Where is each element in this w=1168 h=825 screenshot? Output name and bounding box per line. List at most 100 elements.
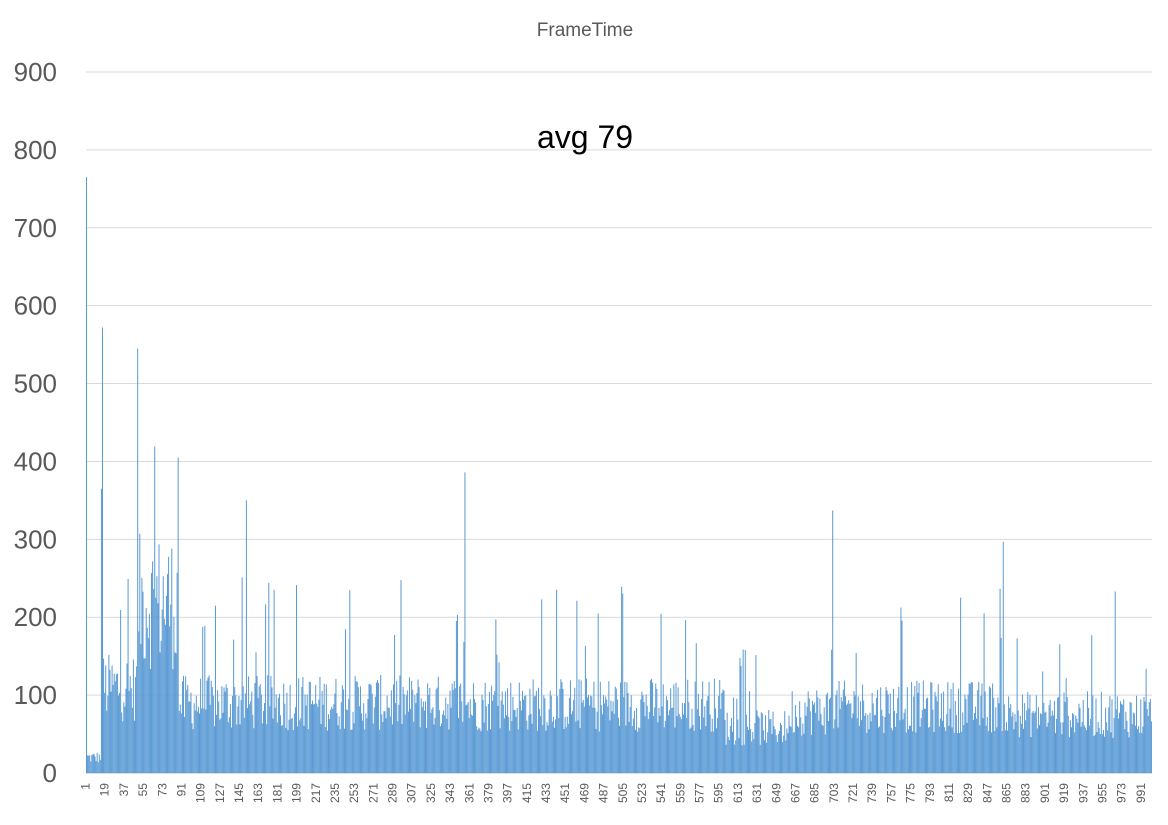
bar — [268, 583, 270, 773]
bar — [615, 688, 617, 773]
bar-series — [86, 177, 1152, 773]
bar — [753, 739, 755, 773]
bar — [129, 676, 131, 773]
bar — [342, 689, 344, 773]
bar — [720, 708, 722, 773]
bar — [1133, 713, 1135, 773]
bar — [299, 720, 301, 773]
bar — [475, 702, 477, 773]
bar — [750, 728, 752, 773]
bar — [922, 680, 924, 773]
bar — [710, 731, 712, 773]
bar — [875, 697, 877, 773]
bar — [571, 714, 573, 773]
bar — [536, 730, 538, 773]
bar — [696, 709, 698, 773]
bar — [830, 697, 832, 773]
bar — [444, 715, 446, 773]
bar — [511, 720, 513, 773]
bar — [557, 696, 559, 773]
bar — [684, 703, 686, 773]
bar — [895, 726, 897, 773]
bar — [702, 681, 704, 773]
bar — [144, 658, 146, 773]
bar — [950, 689, 952, 773]
y-tick-label: 600 — [14, 291, 57, 321]
bar — [351, 729, 353, 773]
x-tick-label: 775 — [904, 783, 918, 803]
bar — [165, 595, 167, 773]
bar — [498, 662, 500, 773]
bar — [835, 695, 837, 773]
bar — [737, 719, 739, 773]
bar — [779, 723, 781, 773]
bar — [978, 681, 980, 773]
bar — [660, 613, 662, 773]
bar — [452, 690, 454, 773]
bar — [243, 717, 245, 773]
bar — [675, 682, 677, 773]
bar — [1072, 713, 1074, 773]
bar — [665, 696, 667, 773]
bar — [235, 695, 237, 773]
bar — [576, 600, 578, 773]
bar — [1079, 707, 1081, 773]
bar — [246, 708, 248, 773]
bar — [929, 726, 931, 773]
bar — [87, 755, 89, 773]
bar — [1016, 638, 1018, 773]
bar — [273, 589, 275, 773]
bar — [232, 695, 234, 773]
bar — [424, 701, 427, 773]
bar — [1130, 702, 1132, 773]
bar — [591, 696, 593, 773]
bar — [706, 700, 708, 773]
bar — [108, 654, 110, 773]
bar — [716, 728, 718, 773]
bar — [838, 681, 840, 773]
bar — [202, 626, 204, 773]
bar — [642, 695, 644, 773]
x-tick-label: 181 — [270, 783, 284, 803]
bar — [259, 684, 261, 773]
bar — [1117, 718, 1119, 773]
bar — [272, 718, 274, 773]
bar — [766, 742, 768, 773]
bar — [203, 708, 205, 773]
bar — [168, 556, 170, 773]
bar — [902, 719, 904, 773]
x-tick-label: 253 — [347, 783, 361, 803]
bar — [793, 732, 795, 773]
bar — [130, 688, 132, 773]
bar — [483, 722, 485, 773]
bar — [698, 715, 700, 773]
x-tick-label: 433 — [539, 783, 553, 803]
bar — [137, 348, 139, 773]
bar — [1099, 733, 1101, 773]
bar — [819, 698, 821, 773]
x-tick-label: 487 — [597, 783, 611, 803]
bar — [288, 719, 290, 773]
bar — [982, 718, 984, 773]
bar — [212, 695, 214, 773]
bar — [467, 702, 469, 773]
bar — [941, 720, 944, 773]
bar — [396, 680, 398, 773]
bar — [777, 733, 779, 773]
bar — [1062, 722, 1064, 773]
bar — [176, 572, 178, 773]
bar — [916, 680, 918, 773]
bar — [595, 728, 597, 773]
bar — [241, 577, 243, 773]
bar — [630, 695, 632, 773]
bar — [924, 708, 926, 773]
bar — [541, 599, 543, 773]
bar — [856, 718, 858, 773]
bar — [734, 744, 736, 773]
bar — [784, 711, 786, 773]
bar — [1024, 703, 1026, 773]
bar — [658, 707, 660, 773]
bar — [983, 613, 985, 773]
bar — [1113, 717, 1115, 773]
